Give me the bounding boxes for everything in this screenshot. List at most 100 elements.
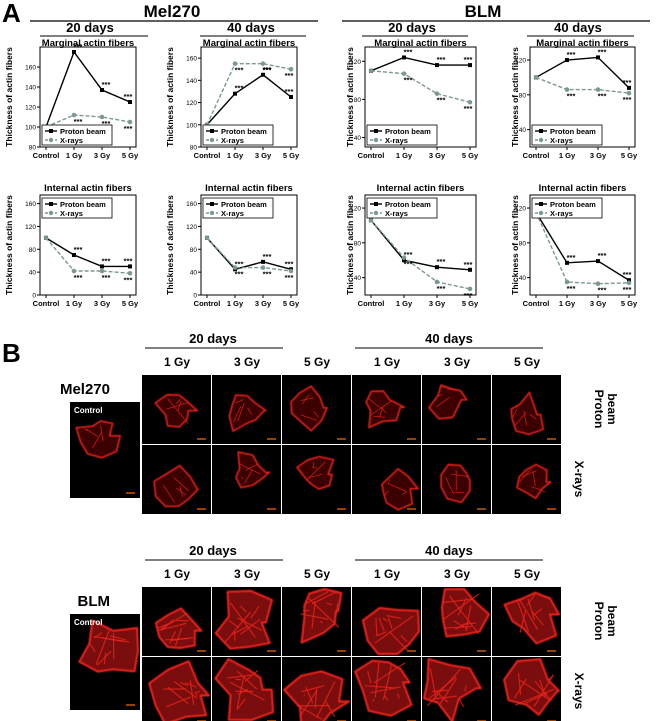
dose-label: 5 Gy [304,567,330,581]
actin-fiber [426,668,462,707]
proton-micrograph [492,587,561,656]
significance-marker: *** [404,250,413,259]
days-40-heading: 40 days [425,543,473,558]
chart-title: Internal actin fibers [377,183,465,194]
proton-series-line [370,219,471,271]
line-charts: Marginal actin fibers Thickness of actin … [4,38,638,308]
x-tick-label: Control [358,151,385,160]
control-label: Control [74,618,102,627]
y-tick-label: 160 [186,201,197,208]
y-tick-label: 80 [29,145,37,152]
significance-marker: *** [263,270,272,279]
legend-xray-label: X-rays [221,209,244,218]
actin-fiber [443,625,472,629]
proton-micrograph [422,375,491,444]
actin-fiber [437,394,443,397]
significance-marker: *** [567,253,576,262]
actin-fiber [439,678,457,704]
x-tick-label: 1 Gy [559,151,576,160]
actin-fiber [442,593,480,621]
x-tick-label: 1 Gy [66,151,83,160]
y-tick-label: 80 [519,240,527,247]
significance-marker: *** [437,257,446,266]
significance-marker: *** [74,273,83,282]
actin-fiber [382,665,393,701]
chart-blm-20-marginal: Marginal actin fibers Thickness of actin … [345,38,479,160]
proton-micrograph [352,587,421,656]
actin-fiber [316,681,336,719]
chart-title: Internal actin fibers [44,183,132,194]
actin-fiber [388,479,391,485]
significance-marker: *** [102,119,111,128]
significance-marker: *** [74,117,83,126]
y-tick-label: 120 [25,224,36,231]
dose-label: 5 Gy [514,567,540,581]
significance-marker: *** [124,275,133,284]
plot-frame [39,194,137,296]
x-tick-label: 3 Gy [429,299,446,308]
y-axis-label: Thickness of actin fibers [345,47,355,147]
actin-fiber [194,691,198,697]
proton-series-line [206,237,292,271]
significance-marker: *** [567,92,576,101]
cell-outline [153,464,199,508]
chart-mel-40-internal: Internal actin fibers Thickness of actin … [165,183,300,308]
x-tick-label: Control [523,299,550,308]
mel-20-days-heading: 20 days [66,20,114,35]
actin-fiber [240,618,261,635]
actin-fiber [429,676,457,699]
y-axis-label: Thickness of actin fibers [4,47,14,147]
proton-point [565,58,569,63]
actin-fiber [173,681,198,699]
xray-point [71,268,77,274]
actin-fiber [92,431,102,449]
dose-label: 5 Gy [514,355,540,369]
chart-mel-40-marginal: Marginal actin fibers Thickness of actin … [165,38,300,160]
significance-marker: *** [102,256,111,265]
actin-fiber [531,486,546,493]
actin-fiber [240,605,247,613]
legend-xray-marker [48,210,54,216]
actin-fiber [237,403,245,422]
row-label-proton: Protonbeam [592,390,619,429]
y-tick-label: 140 [186,78,197,85]
x-tick-label: 5 Gy [462,299,479,308]
cell-outline [365,390,406,429]
actin-fiber [228,619,240,629]
actin-fiber [544,596,551,599]
y-tick-label: 80 [519,92,527,99]
legend-xray-label: X-rays [385,136,408,145]
legend-proton-marker [210,129,214,133]
actin-fiber [240,476,243,480]
significance-marker: *** [235,270,244,279]
actin-fiber [440,386,458,391]
proton-point [100,264,104,269]
control-micrograph [70,614,140,710]
cell-outline [290,385,328,432]
significance-marker: *** [74,42,83,51]
legend-proton-label: Proton beam [60,200,106,209]
proton-point [72,253,76,257]
row-label-xray: X-rays [572,461,586,498]
actin-fiber [103,652,107,665]
legend-box [41,124,113,146]
y-tick-label: 80 [354,97,362,104]
actin-fiber [166,696,192,708]
xray-point [260,61,266,66]
actin-fiber [299,706,323,720]
actin-fiber [247,407,253,415]
significance-marker: *** [102,273,111,282]
significance-marker: *** [102,80,111,89]
significance-marker: *** [404,76,413,85]
actin-fiber [175,487,187,496]
blm-heading: BLM [465,2,502,21]
actin-fiber [517,673,522,695]
xray-point [533,75,539,80]
significance-marker: *** [124,256,133,265]
y-tick-label: 80 [190,145,198,152]
actin-fiber [400,634,408,642]
